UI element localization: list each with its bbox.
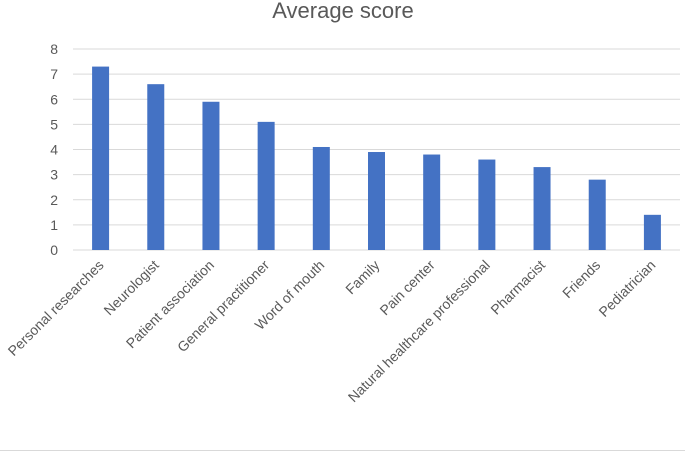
x-category-label: Pediatrician <box>595 257 658 320</box>
bar <box>368 152 385 250</box>
bar <box>92 66 110 251</box>
bar <box>533 167 551 250</box>
bar <box>588 179 606 250</box>
y-axis-ticks: 0 1 2 3 4 5 6 7 8 <box>50 41 58 258</box>
bar <box>202 101 220 250</box>
bar <box>312 146 330 250</box>
y-tick-label: 8 <box>50 41 58 57</box>
y-tick-label: 2 <box>50 192 58 208</box>
y-tick-label: 5 <box>50 116 58 132</box>
y-tick-label: 0 <box>50 242 58 258</box>
bar <box>478 159 496 250</box>
y-tick-label: 7 <box>50 66 58 82</box>
x-category-label: General practitioner <box>174 257 272 355</box>
x-category-label: Family <box>342 257 382 297</box>
y-tick-label: 4 <box>50 142 58 158</box>
bar <box>147 84 165 250</box>
bar <box>643 214 661 250</box>
x-category-label: Friends <box>559 257 603 301</box>
chart-title: Average score <box>272 0 413 23</box>
x-category-label: Pharmacist <box>487 257 548 318</box>
bar <box>257 121 275 250</box>
y-tick-label: 6 <box>50 91 58 107</box>
y-tick-label: 1 <box>50 217 58 233</box>
gridlines <box>73 48 680 251</box>
bar <box>423 154 441 250</box>
y-tick-label: 3 <box>50 167 58 183</box>
chart-border <box>0 450 685 451</box>
bars <box>92 66 661 251</box>
x-category-label: Personal researches <box>5 257 107 359</box>
